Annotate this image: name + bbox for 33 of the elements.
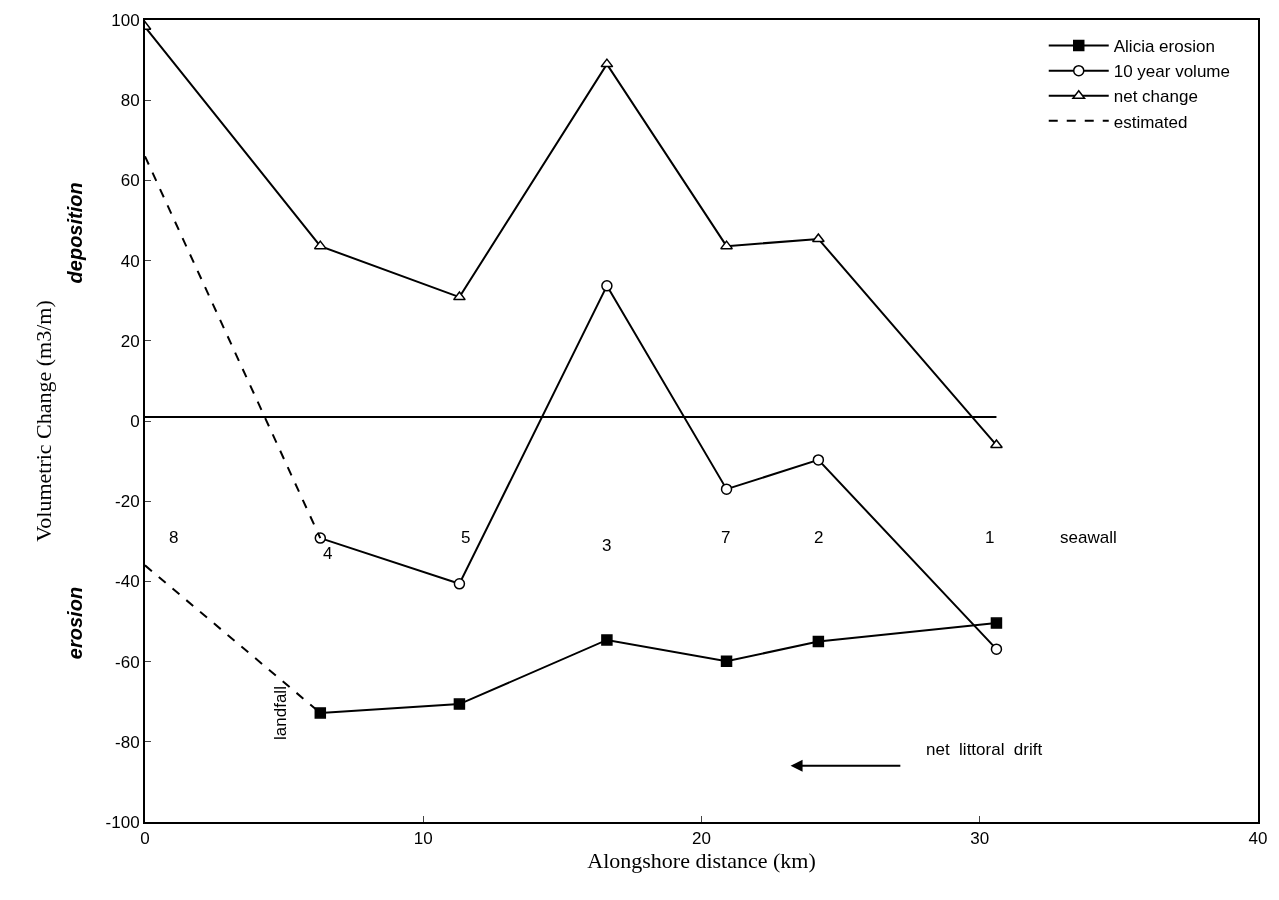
y-tick-label: 40 bbox=[120, 251, 140, 271]
annotation: 7 bbox=[721, 528, 731, 547]
x-tick-label: 40 bbox=[1248, 829, 1268, 849]
text: deposition bbox=[63, 182, 86, 284]
y-tick-label: 100 bbox=[111, 10, 140, 30]
y-tick-label: -60 bbox=[115, 652, 140, 672]
y-tick-label: 0 bbox=[130, 411, 140, 431]
y-axis-title: Volumetric Change (m3/m) bbox=[30, 300, 56, 542]
annotation: 2 bbox=[814, 528, 824, 547]
legend-label: 10 year volume bbox=[1113, 62, 1230, 82]
legend-label: Alicia erosion bbox=[1113, 37, 1215, 57]
annotation: seawall bbox=[1060, 528, 1117, 547]
y-tick-label: 20 bbox=[120, 331, 140, 351]
annotation: 3 bbox=[602, 536, 612, 555]
y-tick-label: -100 bbox=[105, 812, 140, 832]
annotation: 4 bbox=[323, 544, 333, 563]
x-axis-title: Alongshore distance (km) bbox=[587, 848, 816, 874]
annotation: 8 bbox=[169, 528, 179, 547]
y-tick-label: -20 bbox=[115, 492, 140, 512]
y-tick-label: 60 bbox=[120, 171, 140, 191]
annotation: net littoral drift bbox=[926, 740, 1043, 759]
y-tick-label: -40 bbox=[115, 572, 140, 592]
legend-label: net change bbox=[1113, 87, 1198, 107]
annotation: 1 bbox=[985, 528, 995, 547]
x-tick-label: 10 bbox=[413, 829, 433, 849]
x-tick-label: 20 bbox=[692, 829, 711, 849]
x-tick-label: 30 bbox=[970, 829, 990, 849]
y-tick-label: -80 bbox=[115, 732, 140, 752]
y-tick-label: 80 bbox=[120, 91, 140, 111]
annotation: 5 bbox=[461, 528, 471, 547]
text: erosion bbox=[63, 586, 86, 660]
annotation: landfall bbox=[271, 686, 291, 740]
legend-label: estimated bbox=[1113, 112, 1188, 132]
